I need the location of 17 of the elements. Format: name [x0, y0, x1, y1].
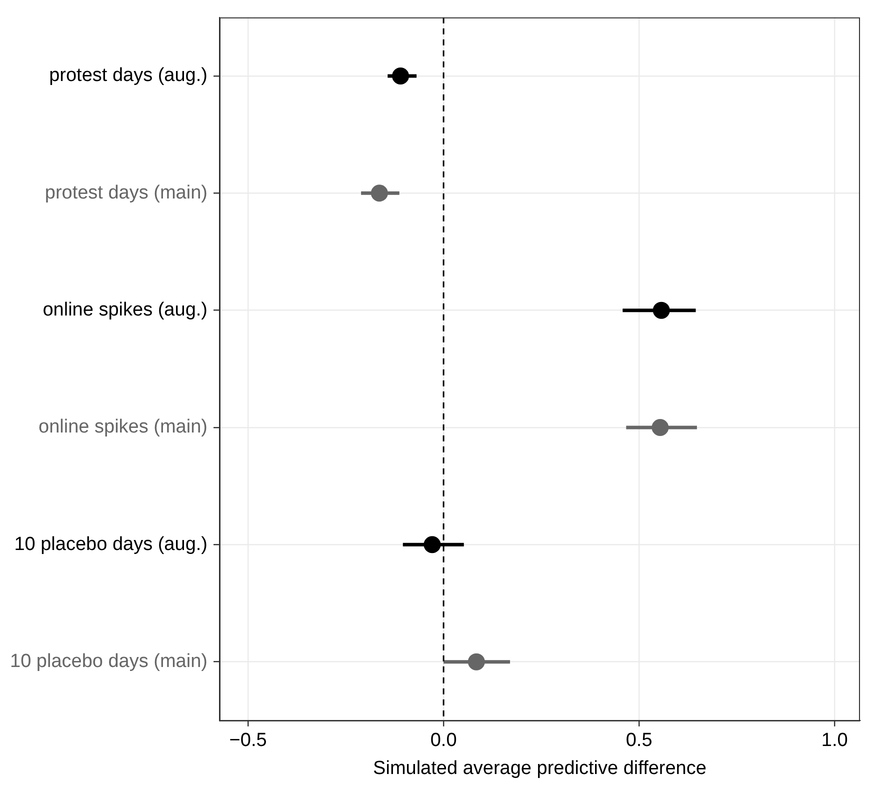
y-tick-label: online spikes (aug.)	[42, 300, 208, 321]
y-tick-label: 10 placebo days (aug.)	[14, 534, 208, 555]
point	[392, 67, 410, 84]
x-tick-label: 0.5	[626, 730, 652, 752]
x-tick-label: −0.5	[229, 730, 267, 752]
x-axis-title: Simulated average predictive difference	[373, 758, 706, 779]
x-tick-label: 0.0	[430, 730, 457, 752]
point	[424, 536, 441, 554]
y-tick-label: online spikes (main)	[38, 416, 208, 438]
y-tick-label: protest days (main)	[44, 182, 208, 204]
point	[370, 184, 388, 202]
y-tick-label: protest days (aug.)	[49, 65, 208, 86]
point	[468, 653, 485, 670]
x-tick-label: 1.0	[821, 730, 848, 752]
y-tick-label: 10 placebo days (main)	[10, 651, 208, 672]
point	[652, 302, 670, 319]
point	[652, 418, 669, 436]
